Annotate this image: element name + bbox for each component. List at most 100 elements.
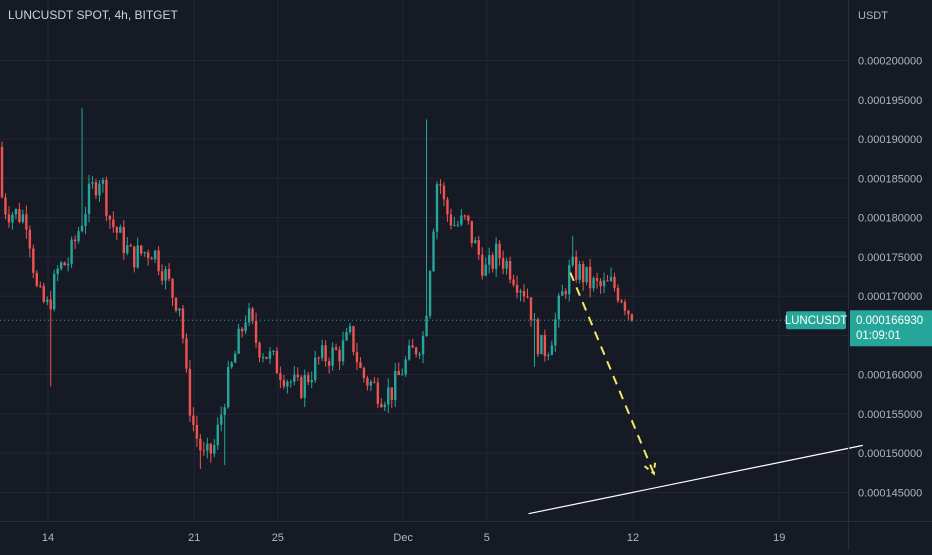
candle-body <box>185 338 188 369</box>
candle-body <box>178 308 181 311</box>
candle-body <box>133 246 136 268</box>
candle-down <box>414 346 418 358</box>
x-tick-label: 14 <box>42 532 54 544</box>
candle-body <box>300 377 303 398</box>
candle-up <box>421 331 425 364</box>
candle-down <box>536 317 540 357</box>
x-tick-label: 19 <box>773 532 785 544</box>
candle-up <box>56 264 59 282</box>
candle-countdown: 01:09:01 <box>856 330 901 342</box>
candle-down <box>606 274 609 282</box>
candle-body <box>254 321 258 343</box>
annotations[interactable] <box>0 272 863 515</box>
candle-body <box>247 308 251 323</box>
candle-body <box>21 214 25 222</box>
candle-body <box>515 284 519 293</box>
candle-body <box>77 231 80 242</box>
candle-body <box>268 351 272 359</box>
candle-down <box>185 333 188 373</box>
candle-down <box>515 275 519 299</box>
candle-body <box>352 326 355 352</box>
last-price-tag-bg <box>850 310 932 347</box>
candle-body <box>80 226 84 232</box>
candle-up <box>602 272 606 294</box>
candle-up <box>98 180 101 202</box>
candle-body <box>49 299 52 310</box>
candle-body <box>501 258 505 269</box>
candle-body <box>4 197 7 215</box>
candle-body <box>627 310 630 315</box>
candle-up <box>484 257 487 277</box>
candle-up <box>293 365 296 386</box>
candle-down <box>491 252 494 273</box>
candle-down <box>25 205 28 239</box>
candle-down <box>359 357 362 369</box>
candle-down <box>470 220 473 248</box>
candle-body <box>286 381 289 387</box>
candle-up <box>561 284 564 296</box>
candle-body <box>571 256 574 266</box>
candle-body <box>606 280 609 282</box>
candle-body <box>418 354 421 356</box>
candle-body <box>213 445 216 454</box>
candle-body <box>66 263 70 266</box>
candle-body <box>341 340 345 362</box>
candle-down <box>411 338 414 348</box>
candle-body <box>592 278 595 289</box>
candle-up <box>585 266 588 286</box>
candle-up <box>460 208 463 227</box>
candle-body <box>327 361 331 366</box>
candle-down <box>174 297 178 313</box>
candle-body <box>122 226 125 254</box>
candle-body <box>317 357 320 359</box>
candle-body <box>401 374 404 376</box>
candle-body <box>98 183 101 196</box>
candle-body <box>488 255 491 265</box>
candle-down <box>352 325 355 356</box>
candle-down <box>380 398 383 408</box>
candle-down <box>376 377 380 409</box>
candle-up <box>578 260 581 284</box>
candle-body <box>192 415 195 425</box>
candle-down <box>209 442 212 463</box>
candle-body <box>595 278 599 281</box>
candle-up <box>345 327 348 342</box>
candle-body <box>456 224 460 226</box>
candle-down <box>446 196 449 222</box>
candle-body <box>390 387 393 400</box>
last-price-tag: LUNCUSDT 0.000166930 01:09:01 <box>785 310 932 347</box>
candle-body <box>237 328 240 354</box>
candle-body <box>414 347 418 355</box>
candle-down <box>613 272 616 292</box>
candle-down <box>7 206 11 228</box>
candle-up <box>261 353 265 363</box>
candle-up <box>314 350 317 383</box>
candle-body <box>470 220 473 244</box>
candle-up <box>320 339 324 362</box>
y-tick-label: 0.000175000 <box>858 252 922 264</box>
candle-up <box>119 224 122 234</box>
candle-up <box>609 267 613 283</box>
candle-down <box>122 220 125 260</box>
candle-up <box>46 296 49 306</box>
candle-body <box>554 319 557 346</box>
x-tick-label: 25 <box>272 532 284 544</box>
candle-body <box>227 367 230 408</box>
candle-body <box>14 209 18 215</box>
candle-down <box>481 247 484 280</box>
candle-down <box>501 250 505 275</box>
candle-down <box>355 342 359 370</box>
candle-body <box>244 322 247 332</box>
candle-down <box>181 304 185 344</box>
candle-up <box>394 363 397 407</box>
candle-body <box>199 438 202 451</box>
candle-down <box>620 299 623 304</box>
candle-body <box>435 184 439 232</box>
candle-up <box>432 228 435 273</box>
chart-title: LUNCUSDT SPOT, 4h, BITGET <box>8 8 178 22</box>
candle-body <box>164 269 167 281</box>
candle-down <box>199 434 202 469</box>
candle-up <box>550 340 554 356</box>
